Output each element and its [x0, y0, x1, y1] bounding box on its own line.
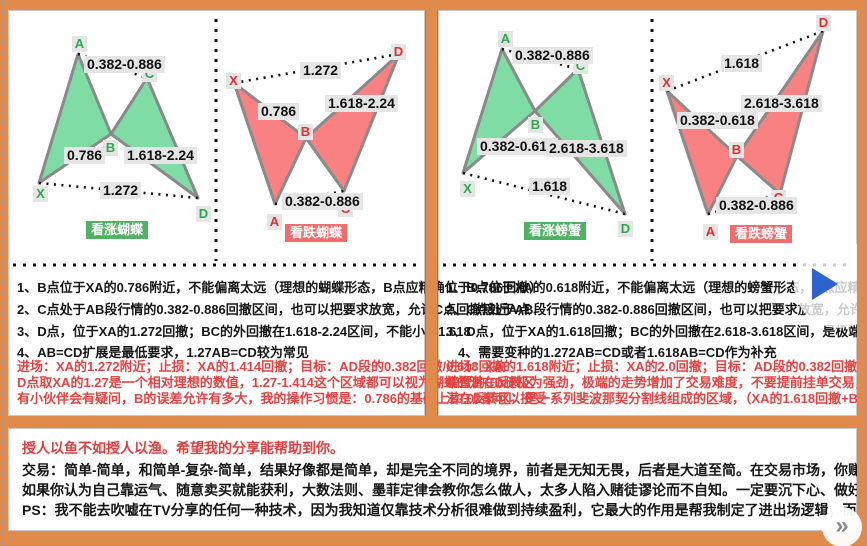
footer-line-2: 如果你认为自己靠运气、随意卖买就能获利，大数法则、墨菲定律会教你怎么做人，太多人…: [22, 482, 867, 498]
bear-butterfly-point-x: X: [226, 73, 241, 89]
bear-butterfly-badge: 看跌蝴蝶: [285, 224, 348, 242]
bear-butterfly-xab-shape: [232, 81, 308, 206]
bear-crab-bcd-shape: [735, 29, 825, 196]
bull-butterfly-badge: 看涨蝴蝶: [86, 221, 149, 239]
bear-butterfly-point-a: A: [267, 214, 282, 230]
crab-note-1: 螃蟹的CD腿极为强劲，极端的走势增加了交易难度，不要提前挂单交易，关注潜在反转区: [446, 375, 867, 390]
bull-butterfly-bc-ext-label: 1.618-2.24: [124, 147, 197, 164]
play-icon: [812, 268, 838, 300]
bear-butterfly-point-d: D: [391, 44, 406, 60]
bear-butterfly-bc-ext-label: 1.618-2.24: [325, 95, 398, 112]
bear-crab-badge: 看跌螃蟹: [730, 225, 793, 243]
bull-crab-badge: 看涨螃蟹: [524, 222, 587, 240]
bear-crab-point-d: D: [816, 15, 831, 31]
bull-butterfly-point-a: A: [72, 36, 87, 52]
crab-rule-4: 4、需要变种的1.272AB=CD或者1.618AB=CD作为补充: [458, 345, 777, 360]
bear-crab-point-b: B: [729, 142, 744, 158]
crab-rule-2: 2、C点处于AB段行情的0.382-0.886回撤区间，也可以把要求放宽，允许C…: [446, 302, 867, 317]
crab-panel: C 0.382-0.886 0.382-0.618 2.618-3.618 1.…: [438, 10, 857, 416]
crab-note-2: 潜在反转区：是一系列斐波那契分割线组成的区域，（XA的1.618回撤+BC的外回…: [446, 391, 867, 406]
footer-headline: 授人以鱼不如授人以渔。希望我的分享能帮助到你。: [22, 440, 344, 456]
play-button[interactable]: [794, 240, 867, 328]
crab-entry-stop-target: 进场：XA的1.618附近；止损：XA的2.0回撤；目标：AD段的0.382回撤…: [446, 359, 867, 374]
footer-panel: [8, 428, 857, 531]
bull-butterfly-point-d: D: [196, 206, 211, 222]
bear-butterfly-ab-retrace-label: 0.382-0.886: [282, 193, 363, 210]
bear-crab-xb-label: 0.382-0.618: [677, 112, 758, 129]
left-border-dashes: [1, 0, 3, 546]
butterfly-panel: C 0.382-0.886 0.786 1.618-2.24 1.272 A X…: [8, 10, 425, 416]
bull-crab-xd-label: 1.618: [529, 178, 571, 195]
bull-crab-point-x: X: [460, 181, 475, 197]
bull-butterfly-xd-label: 1.272: [100, 182, 142, 199]
bull-butterfly-ac-dotted-line: [77, 52, 148, 80]
bear-butterfly-point-b: B: [298, 124, 313, 140]
more-button[interactable]: »: [822, 507, 862, 546]
bear-butterfly-xd-label: 1.272: [300, 62, 342, 79]
footer-line-3: PS：我不能去吹嘘在TV分享的任何一种技术，因为我知道仅靠技术分析很难做到持续盈…: [22, 502, 867, 518]
bull-crab-point-d: D: [618, 221, 633, 237]
bull-butterfly-ab-retrace-label: 0.382-0.886: [84, 56, 165, 73]
bear-crab-xd-label: 1.618: [721, 55, 763, 72]
bull-crab-point-b: B: [528, 117, 543, 133]
bull-crab-ab-retrace-label: 0.382-0.886: [512, 47, 593, 64]
crab-rule-3: 3、D点，位于XA的1.618回撤；BC的外回撤在2.618-3.618区间，是…: [446, 324, 867, 339]
bull-crab-xb-label: 0.382-0.618: [477, 138, 558, 155]
bear-crab-point-x: X: [659, 75, 674, 91]
butterfly-rule-2: 2、C点处于AB段行情的0.382-0.886回撤区间，也可以把要求放宽，允许C…: [17, 302, 531, 317]
bear-butterfly-xb-label: 0.786: [258, 103, 300, 120]
bull-butterfly-point-b: B: [103, 140, 118, 156]
butterfly-rule-3: 3、D点，位于XA的1.272回撤；BC的外回撤在1.618-2.24区间，不能…: [17, 324, 471, 339]
right-border: [857, 0, 867, 546]
butterfly-entry-stop-target: 进场：XA的1.272附近；止损：XA的1.414回撤；目标：AD段的0.382…: [17, 359, 505, 374]
bull-butterfly-point-x: X: [33, 186, 48, 202]
double-chevron-right-icon: »: [835, 512, 849, 539]
bear-crab-xab-shape: [665, 89, 739, 216]
butterfly-note-2: 有小伙伴会有疑问，B的误差允许有多大，我的操作习惯是：0.786的基础上±0.0…: [17, 391, 547, 406]
bear-crab-bc-ext-label: 2.618-3.618: [741, 95, 822, 112]
bull-butterfly-bcd-shape: [109, 76, 200, 200]
bear-crab-point-a: A: [703, 224, 718, 240]
bull-crab-bc-ext-label: 2.618-3.618: [546, 140, 627, 157]
butterfly-rule-1: 1、B点位于XA的0.786附近，不能偏离太远（理想的蝴蝶形态，B点应精确位于0…: [17, 280, 543, 295]
crab-rule-1: 1、B点位于XA的0.618附近，不能偏离太远（理想的螃蟹形态，B点应精确位于0…: [446, 280, 867, 295]
panel-divider: [425, 10, 438, 416]
bull-butterfly-xb-label: 0.786: [64, 147, 106, 164]
bull-crab-point-a: A: [498, 31, 513, 47]
butterfly-rule-4: 4、AB=CD扩展是最低要求，1.27AB=CD较为常见: [17, 345, 309, 360]
footer-line-1: 交易：简单-简单，和简单-复杂-简单，结果好像都是简单，却是完全不同的境界，前者…: [22, 462, 867, 478]
bear-crab-ab-retrace-label: 0.382-0.886: [716, 197, 797, 214]
butterfly-note-1: D点取XA的1.27是一个相对理想的数值，1.27-1.414这个区域都可以视为…: [17, 375, 535, 390]
